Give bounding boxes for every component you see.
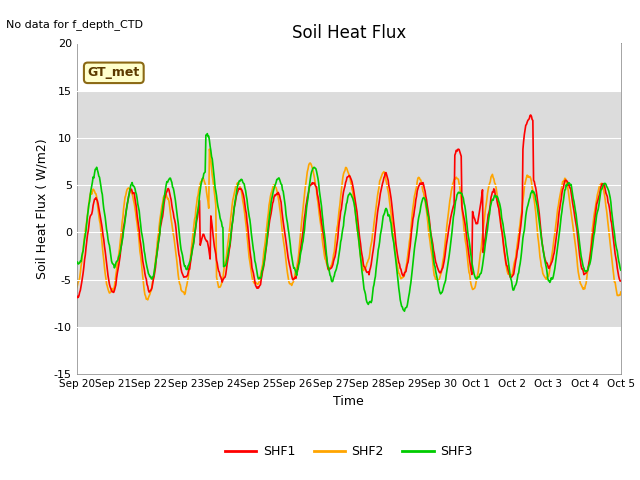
X-axis label: Time: Time — [333, 395, 364, 408]
Bar — [77, 91, 621, 327]
Text: No data for f_depth_CTD: No data for f_depth_CTD — [6, 19, 143, 30]
Text: GT_met: GT_met — [88, 66, 140, 79]
Y-axis label: Soil Heat Flux ( W/m2): Soil Heat Flux ( W/m2) — [35, 139, 49, 279]
Legend: SHF1, SHF2, SHF3: SHF1, SHF2, SHF3 — [220, 440, 477, 463]
Title: Soil Heat Flux: Soil Heat Flux — [292, 24, 406, 42]
